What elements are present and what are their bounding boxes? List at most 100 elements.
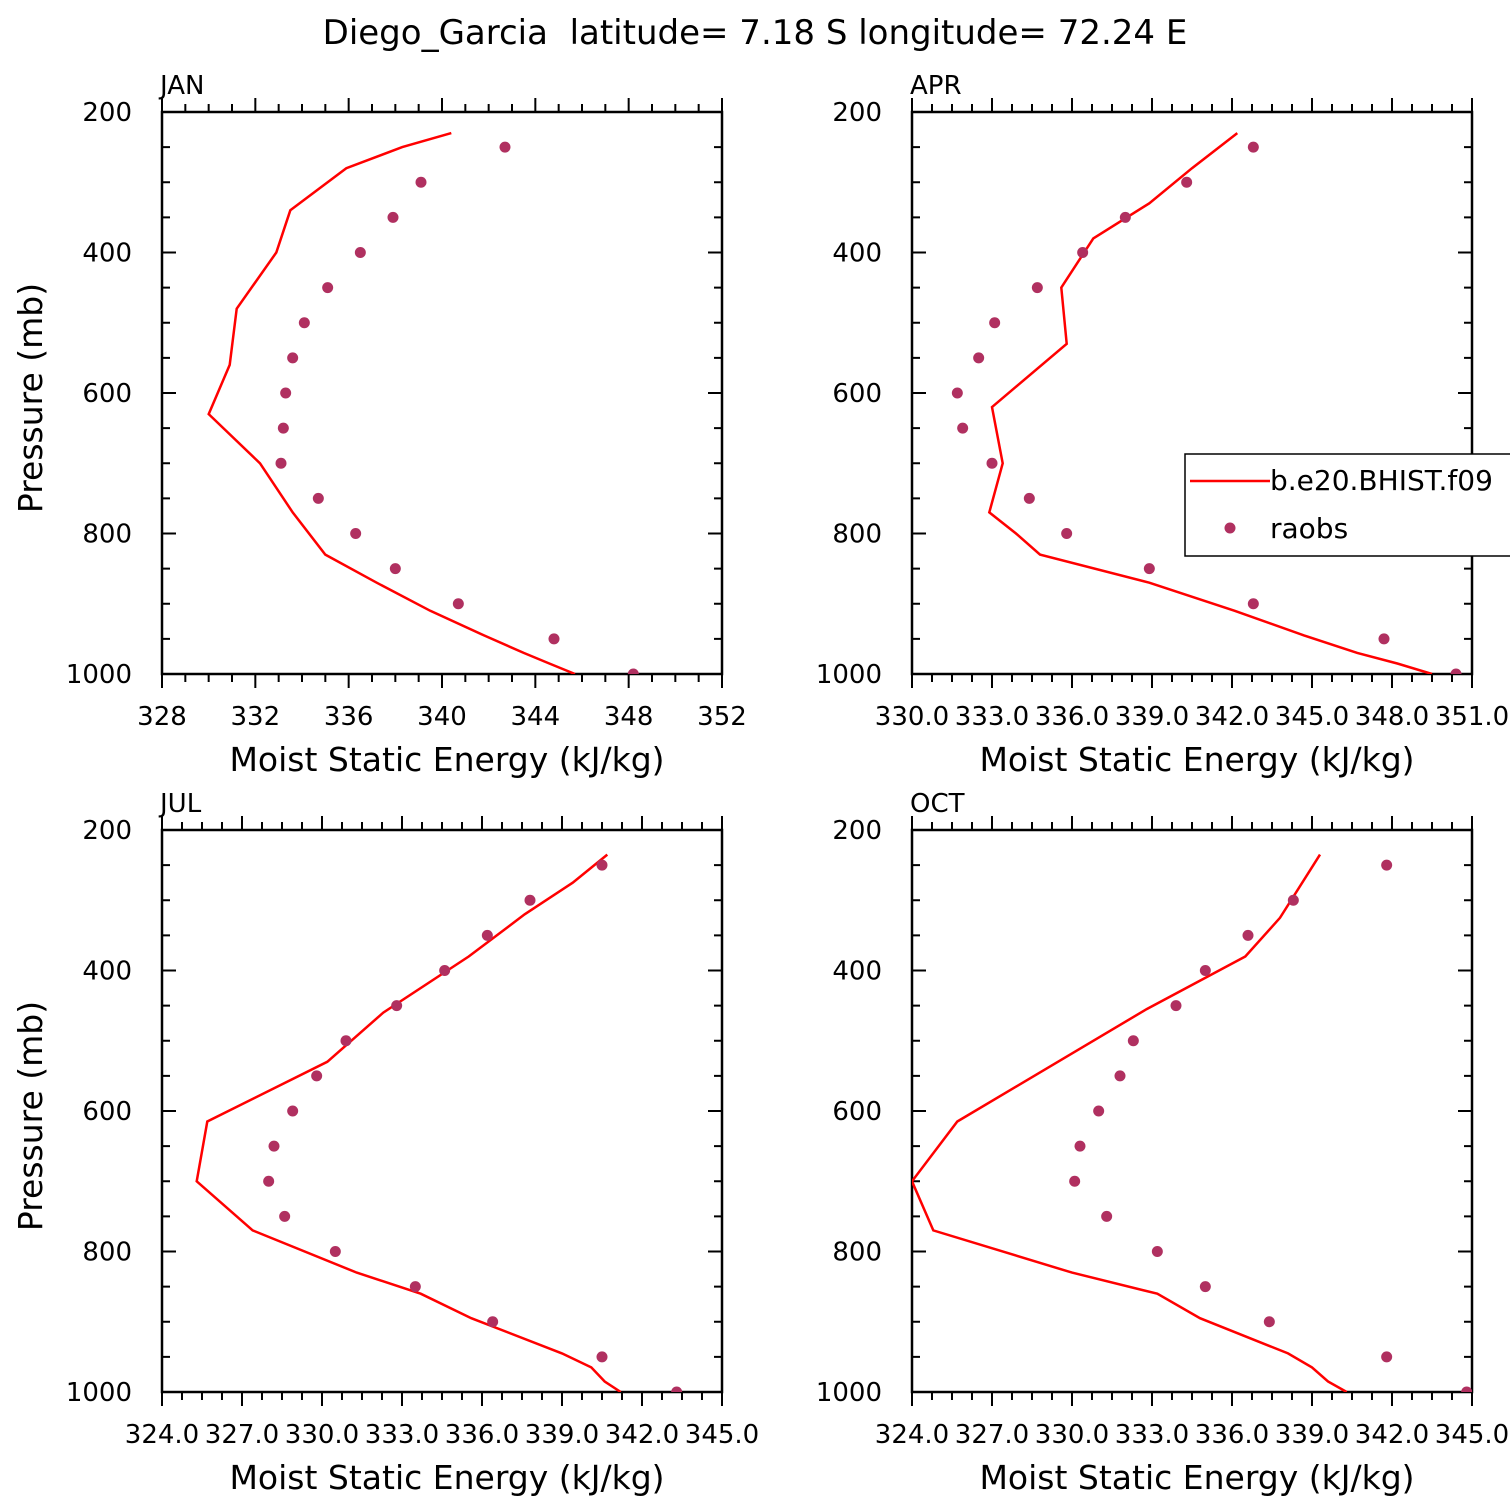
- y-tick-label: 1000: [66, 660, 132, 690]
- x-tick-label: 333.0: [955, 702, 1029, 732]
- obs-point: [340, 1035, 352, 1047]
- panel-label: JAN: [158, 71, 204, 101]
- obs-point: [1061, 528, 1073, 539]
- x-tick-label: 336.0: [445, 1420, 519, 1450]
- x-tick-label: 345.0: [1275, 702, 1349, 732]
- y-tick-label: 800: [832, 520, 882, 550]
- x-tick-label: 336.0: [1035, 702, 1109, 732]
- panel-oct: 200 400 600 800 1000 324.0 327.0 330.0 333.0 336.…: [816, 789, 1509, 1497]
- obs-point: [951, 387, 963, 399]
- panel-label: APR: [910, 71, 962, 101]
- y-tick-label: 800: [82, 520, 132, 550]
- x-tick-label: 324.0: [875, 1420, 949, 1450]
- y-axis-label: Pressure (mb): [11, 283, 50, 513]
- obs-point: [1381, 1351, 1393, 1363]
- obs-point: [279, 1210, 291, 1222]
- obs-point: [350, 528, 362, 539]
- obs-point: [409, 1281, 421, 1293]
- x-tick-label: 345.0: [685, 1420, 759, 1450]
- plot-frame: [910, 828, 1474, 1394]
- obs-point: [627, 668, 639, 674]
- obs-point: [487, 1316, 499, 1328]
- x-tick-label: 342.0: [605, 1420, 679, 1450]
- obs-point: [329, 1246, 341, 1257]
- legend-marker-swatch: [1224, 522, 1236, 534]
- obs-point: [1381, 859, 1393, 871]
- obs-point: [1247, 141, 1259, 153]
- obs-point: [1461, 1386, 1472, 1392]
- obs-point: [1170, 1000, 1182, 1012]
- legend-box: [1184, 453, 1510, 557]
- plot-frame: [160, 828, 724, 1394]
- obs-point: [298, 317, 310, 329]
- y-tick-label: 800: [82, 1238, 132, 1268]
- model-line: [207, 131, 576, 674]
- obs-point: [275, 457, 287, 469]
- data-layer: [951, 132, 1462, 674]
- y-tick-label: 1000: [66, 1378, 132, 1408]
- x-tick-label: 348: [604, 702, 654, 732]
- figure-title: Diego_Garcia latitude= 7.18 S longitude=…: [323, 13, 1188, 53]
- obs-point: [1242, 929, 1254, 941]
- legend-label: b.e20.BHIST.f09: [1270, 464, 1493, 497]
- model-line: [195, 853, 622, 1392]
- obs-point: [263, 1175, 275, 1187]
- obs-point: [387, 211, 399, 223]
- obs-point: [1074, 1140, 1086, 1152]
- data-layer: [195, 853, 683, 1392]
- obs-point: [1151, 1246, 1163, 1257]
- obs-point: [1093, 1105, 1105, 1117]
- y-tick-label: 200: [832, 816, 882, 846]
- panel-label: JUL: [158, 789, 202, 819]
- model-line: [912, 853, 1348, 1392]
- x-tick-label: 344: [511, 702, 561, 732]
- y-tick-label: 200: [82, 816, 132, 846]
- plot-frame: [910, 110, 1474, 676]
- x-tick-label: 328: [137, 702, 187, 732]
- obs-point: [1287, 894, 1299, 906]
- data-layer: [912, 853, 1472, 1392]
- obs-point: [986, 457, 998, 469]
- obs-point: [311, 1070, 323, 1082]
- legend-label: raobs: [1270, 512, 1348, 545]
- obs-point: [312, 492, 324, 504]
- obs-point: [389, 563, 401, 575]
- obs-point: [1263, 1316, 1275, 1328]
- x-axis-label: Moist Static Energy (kJ/kg): [979, 1458, 1414, 1497]
- obs-point: [548, 633, 560, 645]
- obs-point: [1069, 1175, 1081, 1187]
- x-tick-label: 339.0: [1115, 702, 1189, 732]
- x-tick-label: 351.0: [1435, 702, 1509, 732]
- x-tick-label: 339.0: [525, 1420, 599, 1450]
- panel-apr: 200 400 600 800 1000 330.0 333.0 336.0 339.0 342.…: [816, 71, 1510, 779]
- obs-point: [1127, 1035, 1139, 1047]
- y-tick-label: 400: [82, 957, 132, 987]
- y-tick-label: 1000: [816, 1378, 882, 1408]
- obs-point: [1143, 563, 1155, 575]
- y-tick-label: 400: [82, 239, 132, 269]
- model-line: [987, 132, 1433, 674]
- y-tick-label: 600: [82, 379, 132, 409]
- x-tick-label: 327.0: [955, 1420, 1029, 1450]
- obs-point: [1101, 1210, 1113, 1222]
- y-tick-label: 400: [832, 957, 882, 987]
- y-tick-label: 600: [832, 379, 882, 409]
- plot-frame: [160, 110, 724, 676]
- obs-point: [1247, 598, 1259, 610]
- obs-point: [1450, 668, 1462, 674]
- x-tick-label: 340: [417, 702, 467, 732]
- obs-point: [524, 894, 536, 906]
- obs-point: [596, 859, 608, 871]
- x-tick-label: 348.0: [1355, 702, 1429, 732]
- y-tick-label: 600: [82, 1097, 132, 1127]
- obs-point: [415, 176, 427, 188]
- obs-point: [1023, 492, 1035, 504]
- x-axis-label: Moist Static Energy (kJ/kg): [979, 740, 1414, 779]
- x-tick-label: 336.0: [1195, 1420, 1269, 1450]
- x-tick-label: 330.0: [285, 1420, 359, 1450]
- x-tick-label: 324.0: [125, 1420, 199, 1450]
- data-layer: [207, 131, 639, 674]
- obs-point: [391, 1000, 403, 1012]
